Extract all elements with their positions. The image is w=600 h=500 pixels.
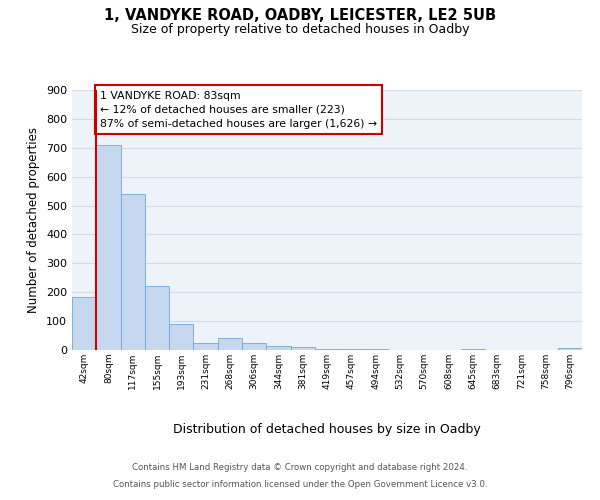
- Bar: [145, 286, 169, 350]
- Text: Contains public sector information licensed under the Open Government Licence v3: Contains public sector information licen…: [113, 480, 487, 489]
- Bar: [290, 347, 315, 350]
- Text: Distribution of detached houses by size in Oadby: Distribution of detached houses by size …: [173, 422, 481, 436]
- Text: 1 VANDYKE ROAD: 83sqm
← 12% of detached houses are smaller (223)
87% of semi-det: 1 VANDYKE ROAD: 83sqm ← 12% of detached …: [100, 90, 377, 128]
- Bar: [121, 194, 145, 350]
- Text: Contains HM Land Registry data © Crown copyright and database right 2024.: Contains HM Land Registry data © Crown c…: [132, 464, 468, 472]
- Text: Size of property relative to detached houses in Oadby: Size of property relative to detached ho…: [131, 22, 469, 36]
- Bar: [266, 346, 290, 350]
- Bar: [339, 349, 364, 350]
- Text: 1, VANDYKE ROAD, OADBY, LEICESTER, LE2 5UB: 1, VANDYKE ROAD, OADBY, LEICESTER, LE2 5…: [104, 8, 496, 22]
- Bar: [242, 343, 266, 350]
- Bar: [315, 348, 339, 350]
- Bar: [169, 324, 193, 350]
- Bar: [218, 338, 242, 350]
- Bar: [96, 145, 121, 350]
- Y-axis label: Number of detached properties: Number of detached properties: [28, 127, 40, 313]
- Bar: [193, 343, 218, 350]
- Bar: [72, 296, 96, 350]
- Bar: [558, 348, 582, 350]
